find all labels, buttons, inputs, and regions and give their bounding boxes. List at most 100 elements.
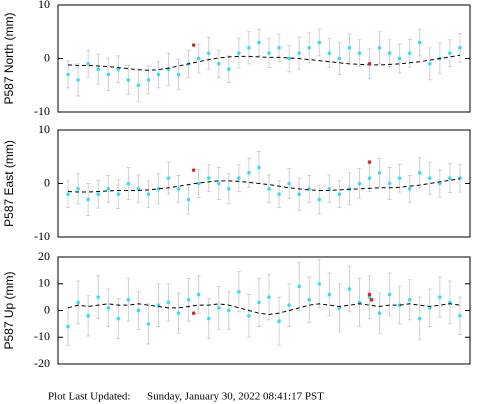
point [116, 316, 121, 321]
point [387, 292, 392, 297]
point [448, 51, 452, 55]
point [156, 187, 161, 191]
point [347, 46, 352, 50]
point [106, 306, 111, 310]
y-axis-label: P587 East (mm) [2, 140, 16, 227]
point [237, 289, 241, 294]
point [216, 62, 221, 66]
point [166, 176, 171, 180]
point [407, 298, 412, 302]
point [458, 314, 462, 318]
model-line [68, 54, 461, 71]
point [417, 316, 422, 321]
point [428, 176, 432, 180]
point [76, 187, 80, 191]
point [76, 300, 80, 305]
point [96, 295, 100, 299]
point [367, 62, 372, 66]
y-tick-label: -10 [34, 104, 50, 118]
point [287, 303, 291, 307]
point [146, 192, 151, 196]
point [247, 46, 251, 50]
y-tick-label: 20 [38, 249, 50, 263]
point [428, 306, 432, 310]
point [206, 51, 211, 55]
point [317, 281, 322, 286]
point [428, 62, 432, 66]
y-tick-label: -10 [34, 229, 50, 243]
point [257, 300, 261, 305]
point [307, 46, 312, 50]
point [438, 181, 442, 186]
point [367, 160, 372, 164]
point [367, 292, 372, 297]
y-tick-label: 10 [38, 0, 50, 11]
point [237, 176, 241, 180]
point [267, 187, 271, 191]
point [196, 292, 201, 297]
point [377, 171, 382, 175]
point [417, 171, 422, 175]
point [267, 51, 271, 55]
point [307, 298, 312, 302]
point [247, 314, 251, 318]
point [116, 67, 121, 71]
point [126, 298, 131, 302]
point [377, 311, 382, 315]
point [257, 165, 261, 170]
y-tick-label: 0 [44, 50, 50, 64]
point [337, 56, 342, 61]
plot-frame [57, 129, 471, 238]
point [136, 83, 141, 88]
point [196, 181, 201, 186]
point [257, 40, 261, 45]
y-tick-label: -20 [34, 356, 50, 370]
point [387, 181, 392, 186]
point [76, 78, 80, 82]
point [136, 187, 141, 191]
point [458, 46, 462, 50]
point [106, 72, 111, 77]
point [448, 300, 452, 305]
point [106, 187, 111, 191]
point [176, 187, 181, 191]
point [227, 67, 231, 71]
point [337, 192, 342, 196]
point [407, 51, 412, 55]
point [176, 72, 181, 77]
point [287, 181, 291, 186]
point [66, 324, 70, 329]
point [66, 72, 70, 77]
point [337, 306, 342, 310]
point [357, 181, 362, 186]
y-axis-label: P587 North (mm) [2, 12, 16, 104]
point [96, 192, 100, 196]
point [357, 51, 362, 55]
point [438, 295, 442, 299]
point [277, 192, 281, 196]
y-tick-label: -10 [34, 329, 50, 343]
point [327, 187, 332, 191]
point [156, 303, 161, 307]
point [347, 287, 352, 291]
point [237, 51, 241, 55]
footer-label: Plot Last Updated: [48, 391, 131, 403]
point [156, 72, 161, 77]
point [191, 168, 196, 172]
point [136, 308, 141, 313]
point [196, 56, 201, 61]
point [377, 46, 382, 50]
point [397, 176, 402, 180]
point [96, 67, 100, 71]
point [86, 314, 90, 318]
point [369, 298, 374, 302]
point [86, 197, 90, 202]
footer-timestamp: Sunday, January 30, 2022 08:41:17 PST [147, 391, 324, 403]
point [297, 284, 301, 289]
point [277, 46, 281, 50]
y-axis-label: P587 Up (mm) [2, 271, 16, 349]
point [387, 51, 392, 55]
point [327, 292, 332, 297]
point [206, 316, 211, 321]
